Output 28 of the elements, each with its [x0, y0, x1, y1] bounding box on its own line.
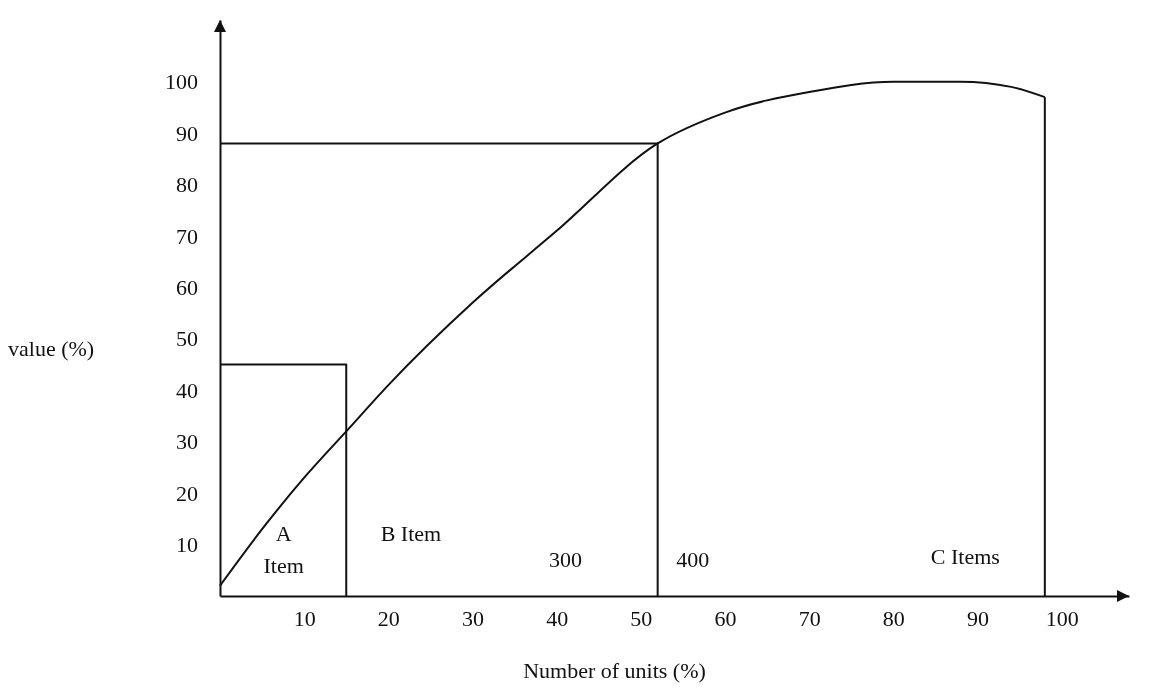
x-tick-label: 60 [714, 605, 737, 631]
y-tick-label: 60 [176, 274, 198, 300]
x-tick-label: 50 [630, 605, 653, 631]
x-tick-label: 10 [293, 605, 316, 631]
x-tick-label: 30 [462, 605, 484, 631]
x-tick-label: 80 [882, 605, 905, 631]
y-tick-label: 20 [176, 480, 198, 506]
y-tick-label: 40 [176, 377, 198, 403]
y-tick-label: 80 [176, 172, 198, 198]
annotation: 400 [676, 547, 710, 573]
annotation: Item [263, 552, 304, 578]
y-tick-label: 100 [165, 69, 198, 95]
x-tick-label: 70 [798, 605, 821, 631]
x-tick-label: 40 [546, 605, 569, 631]
y-tick-label: 50 [176, 326, 198, 352]
annotation: C Items [930, 544, 1000, 570]
y-tick-label: 90 [176, 120, 198, 146]
x-tick-label: 100 [1045, 605, 1079, 631]
x-tick-label: 90 [967, 605, 989, 631]
x-axis-title: Number of units (%) [523, 658, 706, 683]
y-tick-label: 70 [176, 223, 198, 249]
annotation: B Item [380, 521, 442, 547]
y-tick-label: 10 [176, 532, 198, 558]
annotation: A [275, 521, 292, 547]
y-tick-label: 30 [176, 429, 198, 455]
y-axis-title: value (%) [8, 336, 95, 361]
annotation: 300 [548, 547, 582, 573]
x-tick-label: 20 [377, 605, 400, 631]
